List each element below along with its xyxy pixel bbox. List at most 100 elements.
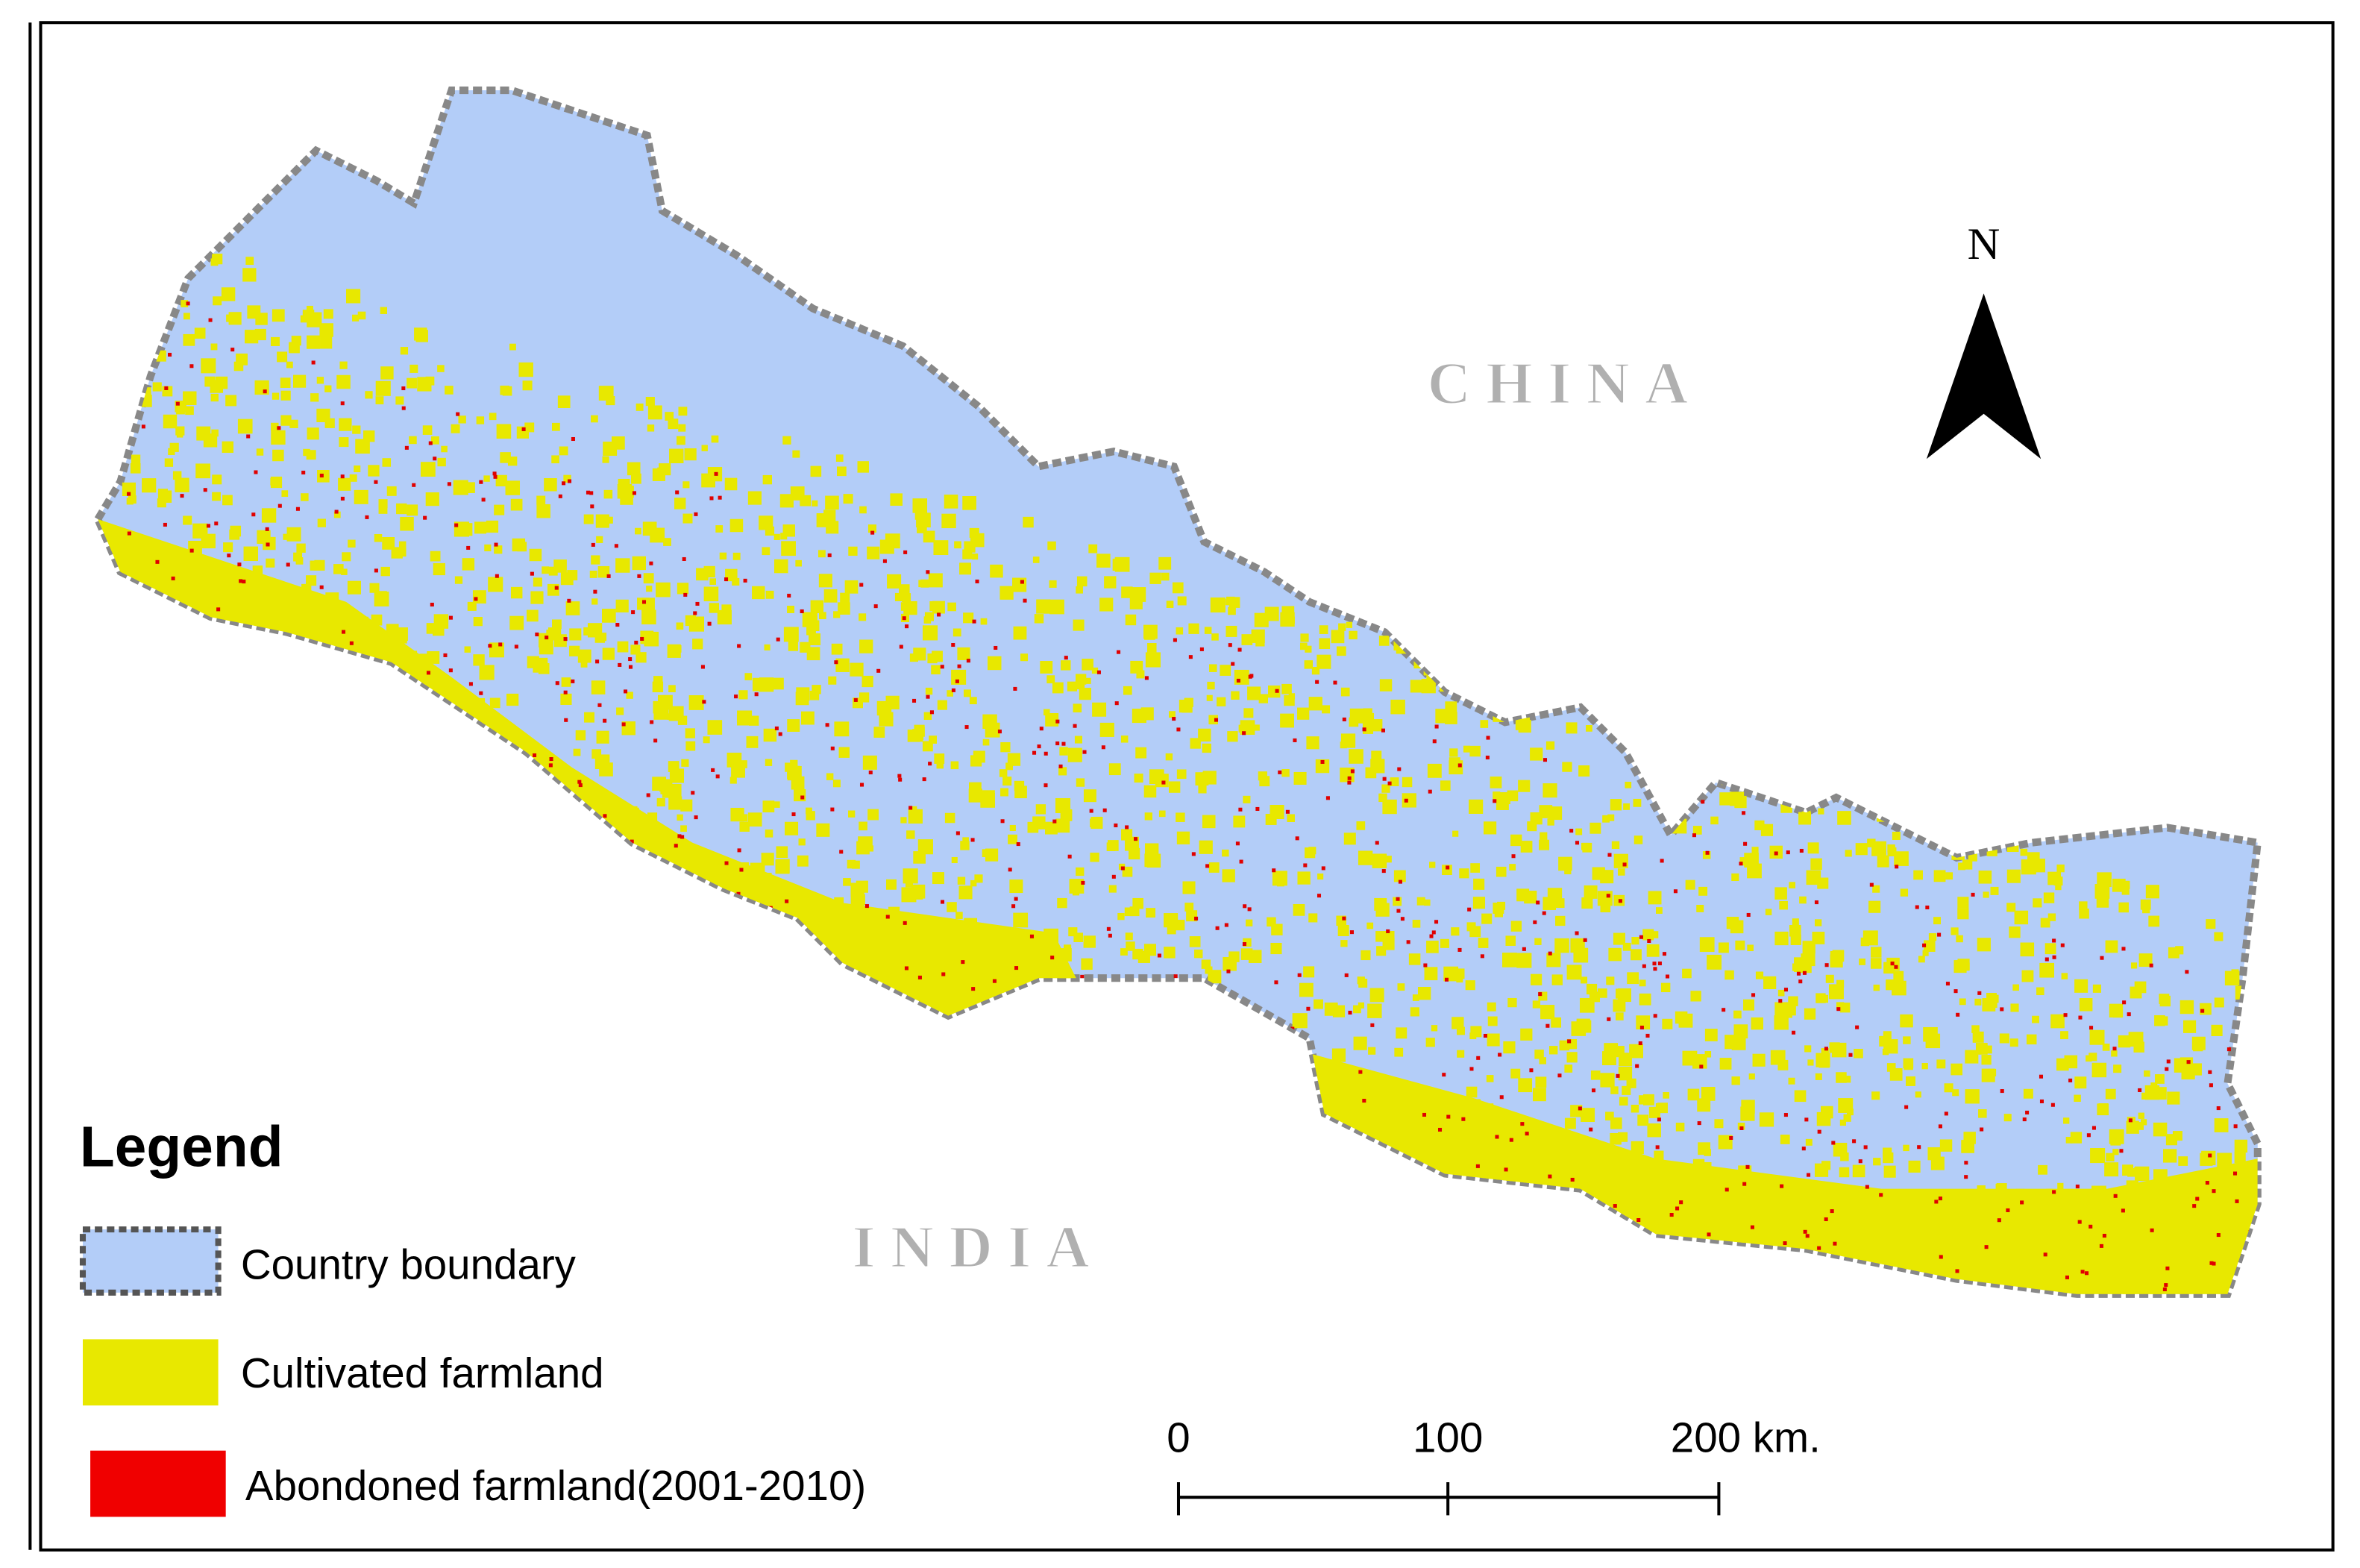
- cultivated-speck: [1581, 1108, 1595, 1123]
- abandoned-speck: [1224, 923, 1228, 927]
- abandoned-speck: [621, 722, 626, 727]
- abandoned-speck: [951, 688, 955, 692]
- abandoned-speck: [1824, 963, 1829, 968]
- cultivated-speck: [701, 473, 715, 488]
- abandoned-speck: [498, 642, 503, 647]
- cultivated-speck: [1083, 789, 1096, 803]
- abandoned-speck: [2000, 1089, 2004, 1094]
- cultivated-speck: [746, 736, 759, 748]
- cultivated-speck: [1520, 841, 1533, 853]
- cultivated-speck: [1930, 1190, 1937, 1197]
- abandoned-speck: [902, 616, 906, 621]
- cultivated-speck: [2145, 885, 2160, 899]
- cultivated-speck: [641, 609, 656, 625]
- cultivated-speck: [1558, 856, 1572, 871]
- cultivated-speck: [923, 616, 932, 624]
- cultivated-speck: [1299, 642, 1308, 650]
- legend-label: Abondoned farmland(2001-2010): [245, 1462, 866, 1509]
- abandoned-speck: [615, 622, 620, 627]
- cultivated-speck: [2057, 1182, 2064, 1190]
- cultivated-speck: [1074, 736, 1083, 744]
- cultivated-speck: [1117, 912, 1125, 921]
- cultivated-speck: [2183, 1020, 2197, 1033]
- cultivated-speck: [1629, 1044, 1643, 1059]
- cultivated-speck: [2223, 1235, 2236, 1249]
- cultivated-speck: [1009, 879, 1023, 894]
- cultivated-speck: [354, 616, 368, 630]
- abandoned-speck: [1102, 808, 1107, 812]
- cultivated-speck: [1381, 784, 1390, 793]
- abandoned-speck: [1248, 674, 1252, 679]
- abandoned-speck: [1176, 727, 1181, 732]
- cultivated-speck: [201, 562, 210, 571]
- abandoned-speck: [628, 657, 633, 662]
- cultivated-speck: [1349, 708, 1365, 724]
- cultivated-speck: [1547, 818, 1554, 826]
- cultivated-speck: [1847, 1108, 1854, 1116]
- abandoned-speck: [2200, 1009, 2205, 1013]
- cultivated-speck: [1023, 516, 1034, 528]
- cultivated-speck: [1201, 959, 1211, 969]
- abandoned-speck: [558, 494, 562, 498]
- cultivated-speck: [1777, 989, 1785, 997]
- cultivated-speck: [1780, 1135, 1790, 1144]
- abandoned-speck: [1750, 1225, 1754, 1229]
- cultivated-speck: [1125, 932, 1133, 941]
- abandoned-speck: [917, 975, 922, 979]
- cultivated-speck: [1992, 1259, 2006, 1273]
- cultivated-speck: [1253, 724, 1260, 731]
- cultivated-speck: [1662, 1018, 1673, 1029]
- cultivated-speck: [1176, 627, 1184, 635]
- cultivated-speck: [1586, 725, 1592, 732]
- abandoned-speck: [714, 471, 718, 476]
- cultivated-speck: [215, 376, 228, 389]
- abandoned-speck: [412, 483, 416, 487]
- abandoned-speck: [1742, 811, 1746, 815]
- abandoned-speck: [164, 386, 169, 390]
- abandoned-speck: [1635, 1064, 1639, 1068]
- cultivated-speck: [1338, 623, 1346, 631]
- abandoned-speck: [634, 640, 638, 645]
- abandoned-speck: [709, 496, 714, 501]
- cultivated-speck: [1792, 1193, 1807, 1208]
- cultivated-speck: [606, 395, 615, 406]
- cultivated-speck: [473, 654, 485, 666]
- cultivated-speck: [1625, 781, 1632, 788]
- cultivated-speck: [951, 856, 958, 864]
- abandoned-speck: [885, 915, 890, 919]
- cultivated-speck: [2138, 953, 2153, 968]
- cultivated-speck: [783, 627, 799, 642]
- cultivated-speck: [1258, 771, 1267, 781]
- abandoned-speck: [2128, 1118, 2133, 1123]
- cultivated-speck: [1921, 1062, 1928, 1070]
- cultivated-speck: [1951, 927, 1959, 935]
- abandoned-speck: [800, 609, 804, 614]
- cultivated-speck: [383, 650, 392, 659]
- cultivated-speck: [869, 921, 879, 932]
- cultivated-speck: [2159, 1238, 2171, 1250]
- abandoned-speck: [1398, 879, 1402, 884]
- cultivated-speck: [957, 647, 970, 660]
- abandoned-speck: [163, 522, 167, 527]
- cultivated-speck: [1656, 907, 1663, 914]
- cultivated-speck: [152, 382, 162, 392]
- cultivated-speck: [289, 342, 300, 354]
- cultivated-speck: [2207, 1218, 2222, 1233]
- cultivated-speck: [1908, 1160, 1921, 1173]
- cultivated-speck: [1794, 1090, 1807, 1103]
- cultivated-speck: [1417, 986, 1431, 1000]
- cultivated-speck: [1121, 586, 1133, 598]
- cultivated-speck: [1699, 937, 1715, 953]
- abandoned-speck: [1863, 1145, 1868, 1150]
- cultivated-speck: [223, 542, 233, 553]
- cultivated-speck: [183, 313, 190, 320]
- abandoned-speck: [1101, 745, 1105, 750]
- abandoned-speck: [430, 602, 434, 607]
- cultivated-speck: [1481, 1173, 1490, 1182]
- cultivated-speck: [729, 777, 737, 784]
- cultivated-speck: [2063, 1216, 2077, 1230]
- cultivated-speck: [2118, 902, 2129, 913]
- cultivated-speck: [594, 633, 606, 643]
- cultivated-speck: [776, 846, 788, 859]
- cultivated-speck: [867, 845, 874, 852]
